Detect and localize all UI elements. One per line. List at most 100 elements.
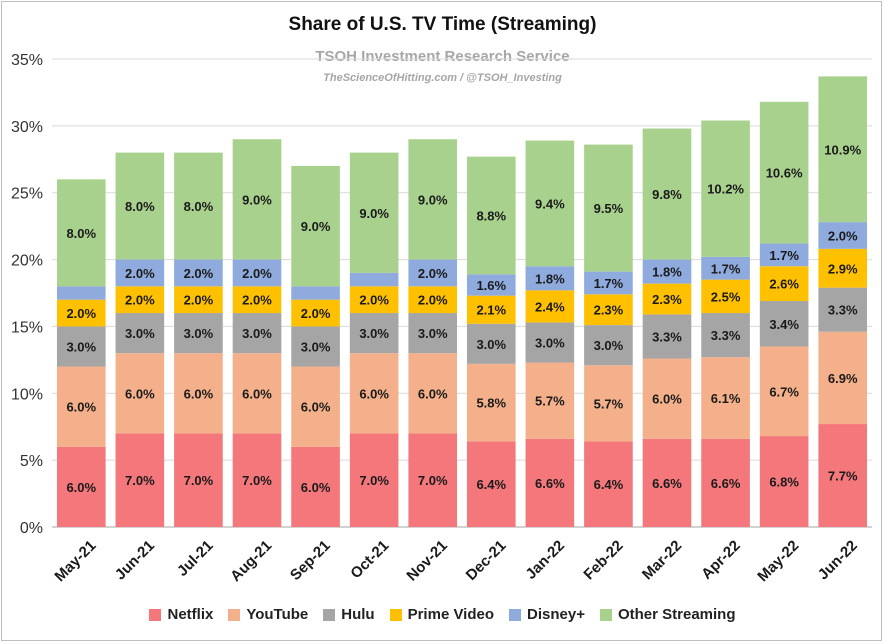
data-label: 2.4% (535, 299, 565, 314)
data-label: 7.0% (359, 473, 389, 488)
bar-segment-prime-video (466, 295, 516, 324)
bar-segment-netflix (56, 446, 106, 527)
bar-segment-prime-video (291, 299, 340, 327)
x-tick-label: Oct-21 (347, 537, 392, 582)
x-tick-label: Mar-22 (639, 537, 685, 583)
bar-segment-other-streaming (291, 165, 340, 287)
data-label: 3.3% (652, 329, 682, 344)
data-label: 3.0% (66, 339, 96, 354)
data-label: 3.0% (594, 338, 624, 353)
y-tick-label: 15% (11, 319, 43, 336)
data-label: 2.3% (594, 303, 624, 318)
bar-segment-youtube (525, 362, 575, 439)
bar-segment-prime-video (174, 286, 223, 314)
legend-item-hulu: Hulu (323, 606, 375, 623)
data-label: 6.8% (769, 475, 799, 490)
bar-segment-netflix (818, 424, 868, 527)
bar-segment-hulu (56, 326, 106, 367)
data-label: 6.0% (242, 386, 272, 401)
bar-segment-prime-video (408, 286, 458, 314)
data-label: 3.0% (301, 339, 331, 354)
data-label: 6.6% (652, 476, 682, 491)
data-label: 2.0% (125, 293, 155, 308)
bar-segment-other-streaming (466, 156, 516, 275)
data-label: 1.8% (652, 265, 682, 280)
bar-segment-netflix (408, 433, 458, 527)
data-label: 6.0% (184, 386, 214, 401)
legend-item-other-streaming: Other Streaming (599, 606, 736, 623)
bar-segment-hulu (466, 323, 516, 364)
data-label: 2.0% (242, 266, 272, 281)
bar-segment-disney (349, 272, 399, 287)
bar-segment-prime-video (525, 290, 575, 323)
data-label: 2.0% (418, 293, 448, 308)
data-label: 9.0% (418, 192, 448, 207)
bar-segment-hulu (291, 326, 340, 367)
bar-segment-other-streaming (408, 139, 458, 260)
data-label: 2.6% (769, 277, 799, 292)
data-label: 2.0% (184, 293, 214, 308)
data-label: 7.0% (242, 473, 272, 488)
bar-segment-disney (642, 259, 692, 284)
x-tick-label: Sep-21 (287, 537, 334, 584)
chart-credit: TheScienceOfHitting.com / @TSOH_Investin… (323, 72, 562, 84)
data-label: 2.3% (652, 292, 682, 307)
data-label: 6.9% (828, 371, 858, 386)
data-label: 1.7% (769, 248, 799, 263)
x-tick-label: Jun-22 (815, 537, 861, 583)
y-tick-label: 0% (20, 520, 43, 537)
legend-swatch-youtube (228, 608, 241, 621)
bar-segment-disney (525, 266, 575, 291)
bar-segment-other-streaming (818, 76, 868, 223)
bar-segment-netflix (291, 446, 340, 527)
bar-segment-youtube (759, 346, 809, 437)
bar-segment-netflix (759, 436, 809, 527)
legend-item-prime-video: Prime Video (389, 606, 494, 623)
bar-segment-youtube (466, 363, 516, 442)
data-label: 6.0% (66, 400, 96, 415)
data-label: 7.0% (418, 473, 448, 488)
legend-swatch-disney-plus (509, 608, 522, 621)
legend-swatch-netflix (149, 608, 162, 621)
y-tick-label: 30% (11, 119, 43, 136)
bar-segment-hulu (818, 287, 868, 332)
x-tick-label: Apr-22 (698, 537, 744, 583)
data-label: 3.4% (769, 317, 799, 332)
bar-segment-disney (174, 259, 223, 287)
data-label: 5.7% (535, 394, 565, 409)
bar-segment-netflix (701, 438, 750, 527)
data-label: 6.0% (125, 386, 155, 401)
legend-label-other-streaming: Other Streaming (617, 606, 736, 623)
bar-segment-netflix (584, 441, 633, 527)
bar-segment-disney (291, 286, 340, 300)
x-tick-label: Jan-22 (522, 537, 568, 583)
bar-segment-prime-video (584, 294, 633, 326)
bar-segment-disney (115, 259, 165, 287)
legend-label-youtube: YouTube (246, 606, 309, 623)
bar-segment-disney (818, 222, 868, 249)
bar-segment-prime-video (642, 283, 692, 315)
bar-segment-hulu (701, 313, 750, 358)
data-label: 2.5% (711, 289, 741, 304)
bar-segment-prime-video (701, 279, 750, 314)
data-label: 3.0% (242, 326, 272, 341)
data-label: 10.6% (766, 166, 803, 181)
bar-segment-prime-video (56, 299, 106, 327)
data-label: 10.9% (824, 142, 861, 157)
y-tick-label: 20% (11, 253, 43, 270)
bar-segment-prime-video (232, 286, 282, 314)
bar-segment-other-streaming (349, 152, 399, 273)
bar-segment-prime-video (818, 248, 868, 288)
data-label: 2.9% (828, 261, 858, 276)
data-label: 6.4% (476, 477, 506, 492)
bar-segment-hulu (115, 313, 165, 354)
legend-item-youtube: YouTube (228, 606, 308, 623)
bar-segment-netflix (174, 433, 223, 527)
bar-segment-hulu (408, 313, 458, 354)
data-label: 3.0% (125, 326, 155, 341)
bar-segment-hulu (759, 301, 809, 347)
bar-segment-hulu (174, 313, 223, 354)
data-label: 2.0% (184, 266, 214, 281)
